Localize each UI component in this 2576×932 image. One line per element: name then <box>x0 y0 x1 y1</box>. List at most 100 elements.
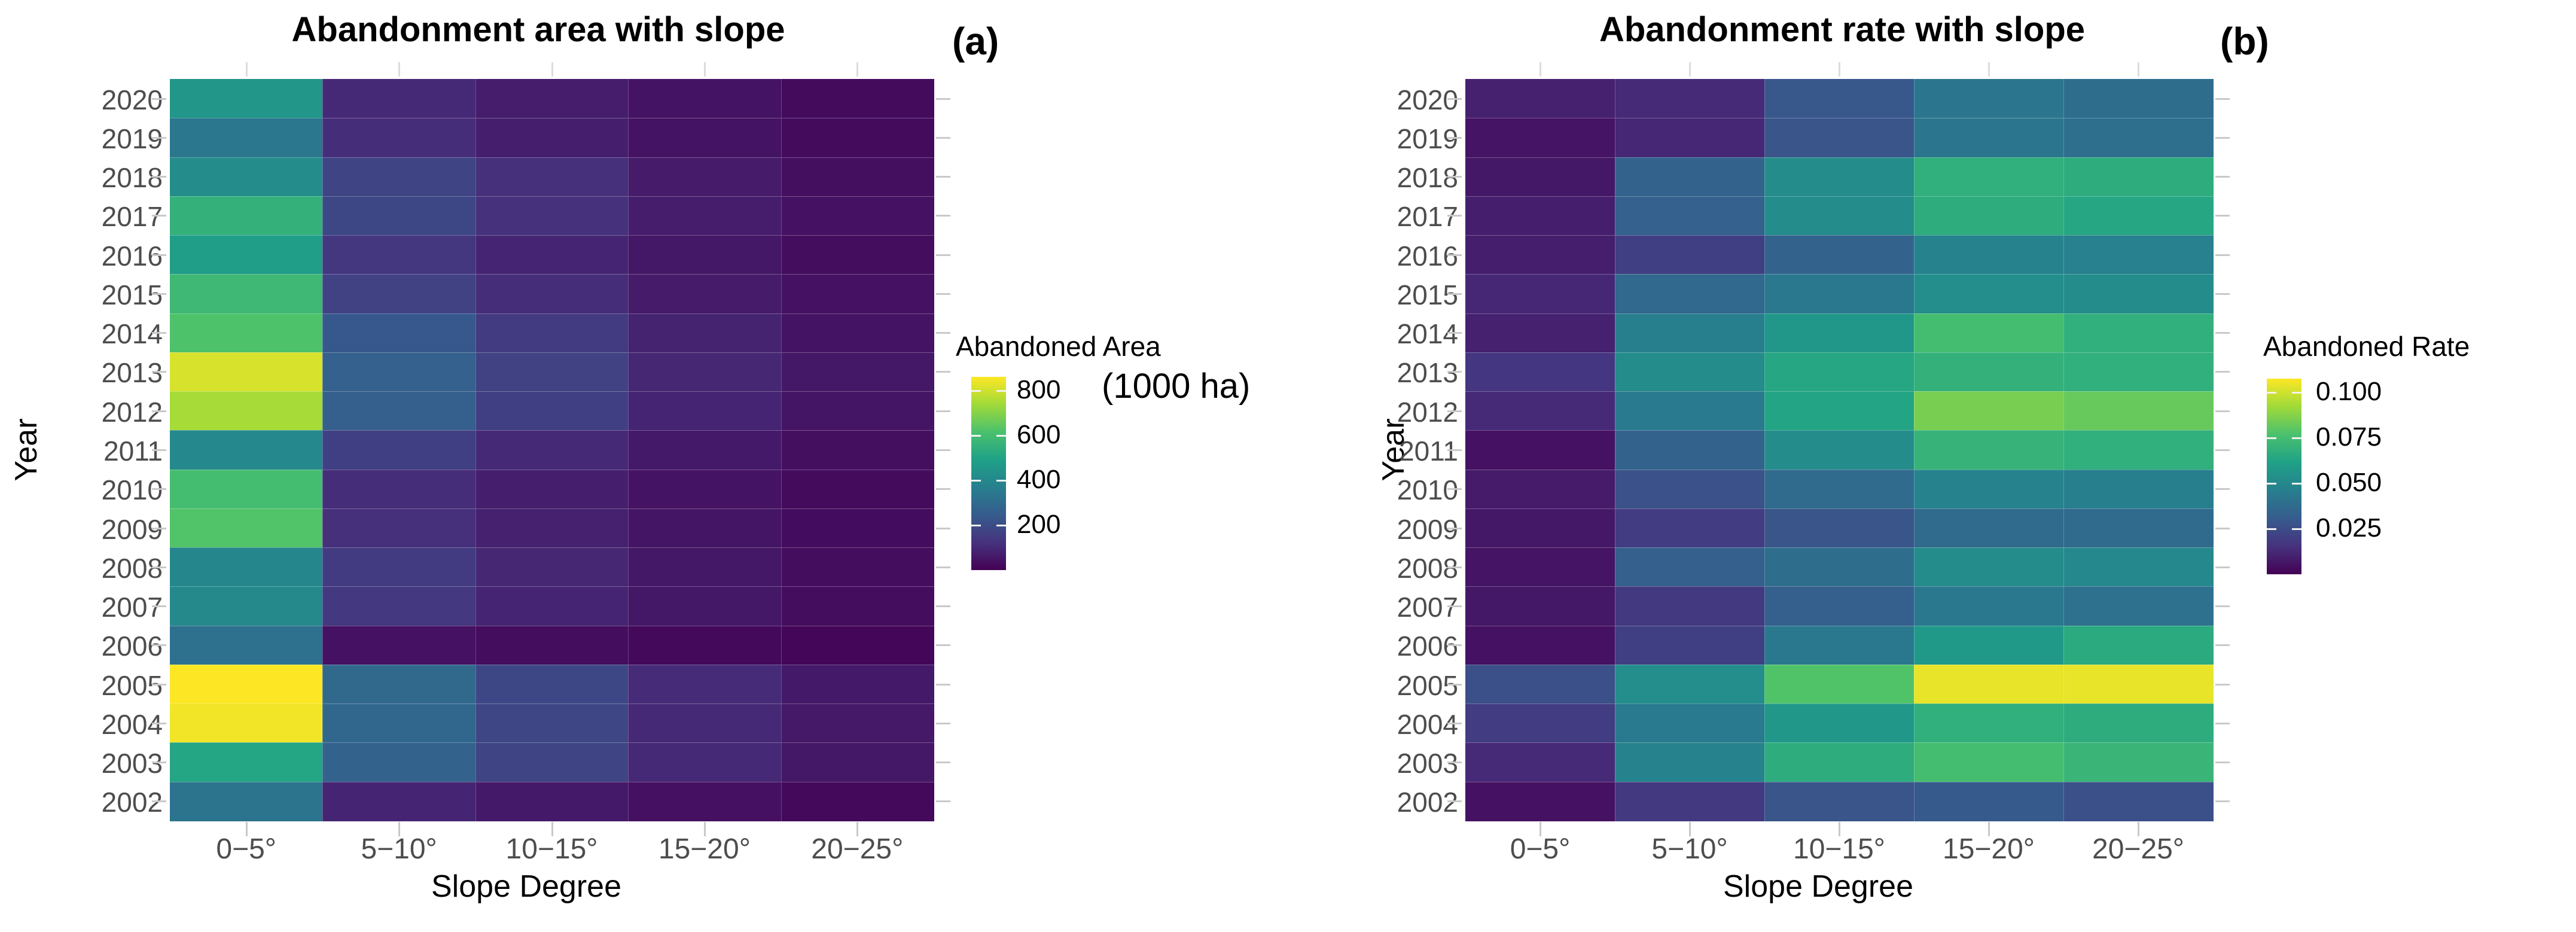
y-tick-label: 2013 <box>101 357 163 389</box>
heatmap-cell <box>781 313 934 353</box>
axis-tick <box>152 722 166 724</box>
axis-tick <box>1447 410 1462 412</box>
heatmap-cell <box>475 274 629 314</box>
heatmap-cell <box>1465 196 1615 236</box>
heatmap-cell <box>170 469 323 509</box>
heatmap-cell <box>2063 118 2214 158</box>
axis-tick <box>1447 293 1462 295</box>
heatmap-cell <box>1615 196 1765 236</box>
heatmap-cell <box>1465 742 1615 782</box>
heatmap-cell <box>781 118 934 158</box>
heatmap-cell <box>2063 469 2214 509</box>
axis-tick <box>152 605 166 608</box>
heatmap-cell <box>1465 625 1615 665</box>
heatmap-cell <box>1615 274 1765 314</box>
axis-tick <box>936 527 950 529</box>
heatmap-cell <box>1615 742 1765 782</box>
heatmap-a <box>170 79 934 821</box>
heatmap-cell <box>1914 586 2064 626</box>
heatmap-cell <box>781 625 934 665</box>
heatmap-cell <box>170 508 323 549</box>
y-tick-label: 2006 <box>101 631 163 662</box>
axis-tick <box>152 683 166 686</box>
heatmap-cell <box>475 157 629 197</box>
y-tick-label: 2013 <box>1397 357 1458 389</box>
legend-tick-label: 800 <box>1017 374 1061 404</box>
panel-b-x-axis-title: Slope Degree <box>1723 869 1913 904</box>
heatmap-cell <box>1465 547 1615 587</box>
heatmap-cell <box>1615 391 1765 431</box>
heatmap-cell <box>2063 547 2214 587</box>
x-tick-label: 10−15° <box>505 833 598 865</box>
heatmap-cell <box>475 664 629 705</box>
axis-tick <box>2215 644 2230 647</box>
heatmap-cell <box>1764 781 1915 821</box>
heatmap-cell <box>1465 391 1615 431</box>
axis-tick <box>703 822 706 836</box>
axis-tick <box>398 62 401 77</box>
legend-a-title: Abandoned Area <box>956 331 1161 362</box>
y-tick-label: 2009 <box>1397 513 1458 545</box>
heatmap-cell <box>1914 508 2064 549</box>
axis-tick <box>152 98 166 100</box>
axis-tick <box>936 410 950 412</box>
heatmap-cell <box>1914 196 2064 236</box>
legend-b-title: Abandoned Rate <box>2263 331 2470 362</box>
heatmap-cell <box>1914 118 2064 158</box>
axis-tick <box>936 449 950 451</box>
heatmap-cell <box>1914 469 2064 509</box>
legend-tick-label: 0.075 <box>2316 422 2382 452</box>
axis-tick <box>1447 800 1462 803</box>
heatmap-cell <box>628 742 782 782</box>
heatmap-cell <box>1465 508 1615 549</box>
heatmap-cell <box>1465 313 1615 353</box>
y-tick-label: 2003 <box>101 748 163 779</box>
y-tick-label: 2011 <box>1399 435 1458 467</box>
heatmap-cell <box>170 274 323 314</box>
axis-tick <box>1988 822 1990 836</box>
x-tick-label: 5−10° <box>1651 833 1728 865</box>
axis-tick <box>2215 332 2230 334</box>
heatmap-cell <box>1615 352 1765 392</box>
heatmap-cell <box>475 313 629 353</box>
heatmap-cell <box>2063 274 2214 314</box>
legend-tick-mark <box>996 389 1006 392</box>
heatmap-cell <box>170 352 323 392</box>
heatmap-cell <box>170 430 323 470</box>
heatmap-cell <box>322 781 476 821</box>
axis-tick <box>1689 822 1691 836</box>
heatmap-cell <box>170 235 323 275</box>
legend-tick-mark <box>971 389 981 392</box>
heatmap-cell <box>1764 118 1915 158</box>
axis-tick <box>936 332 950 334</box>
heatmap-cell <box>1764 274 1915 314</box>
heatmap-cell <box>475 547 629 587</box>
y-tick-label: 2003 <box>1397 748 1458 779</box>
heatmap-cell <box>322 196 476 236</box>
heatmap-cell <box>322 313 476 353</box>
axis-tick <box>2215 371 2230 373</box>
axis-tick <box>398 822 401 836</box>
heatmap-cell <box>628 235 782 275</box>
axis-tick <box>152 176 166 178</box>
heatmap-cell <box>781 235 934 275</box>
heatmap-cell <box>1914 664 2064 705</box>
y-tick-label: 2005 <box>1397 669 1458 701</box>
heatmap-cell <box>1764 703 1915 744</box>
axis-tick <box>936 254 950 256</box>
heatmap-cell <box>1764 157 1915 197</box>
heatmap-cell <box>1914 157 2064 197</box>
axis-tick <box>1447 566 1462 568</box>
heatmap-cell <box>1615 508 1765 549</box>
heatmap-cell <box>1764 664 1915 705</box>
y-tick-label: 2011 <box>103 435 163 467</box>
heatmap-cell <box>1914 547 2064 587</box>
axis-tick <box>936 293 950 295</box>
axis-tick <box>856 62 859 77</box>
axis-tick <box>2215 176 2230 178</box>
axis-tick <box>245 822 248 836</box>
axis-tick <box>1539 62 1541 77</box>
x-tick-label: 20−25° <box>811 833 904 865</box>
axis-tick <box>1447 605 1462 608</box>
